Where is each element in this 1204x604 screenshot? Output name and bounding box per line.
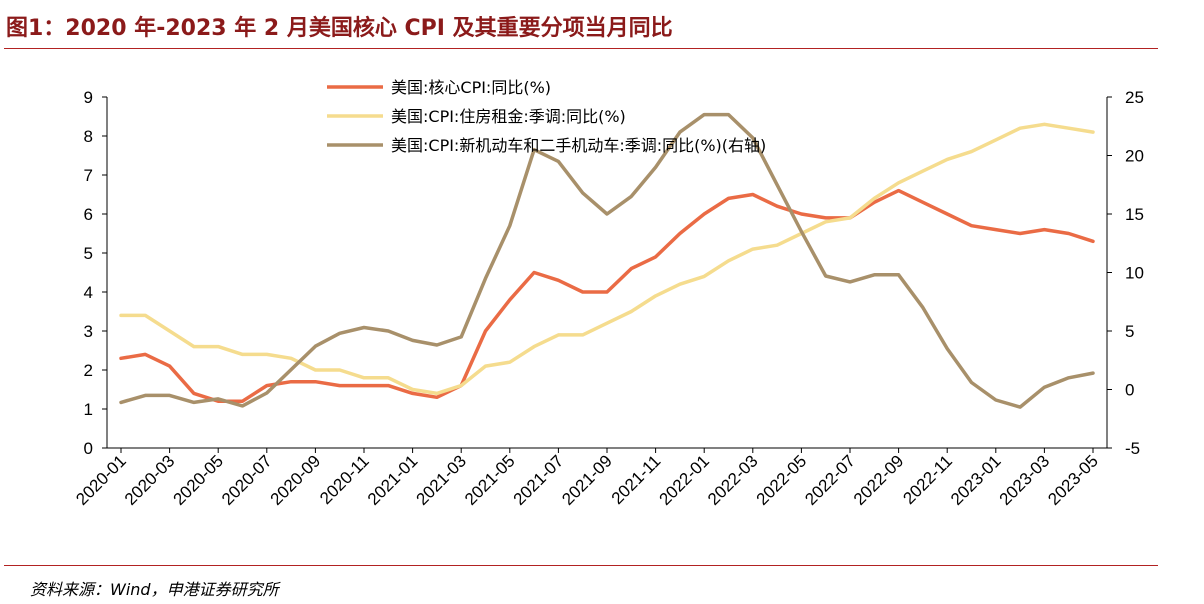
x-tick-label: 2020-09: [267, 451, 325, 509]
x-tick-label: 2021-01: [364, 451, 422, 509]
x-tick-label: 2022-05: [753, 451, 811, 509]
y-left-tick-label: 9: [84, 88, 93, 107]
x-tick-label: 2021-03: [412, 451, 470, 509]
x-tick-label: 2022-07: [801, 451, 859, 509]
series-layer: [119, 112, 1095, 409]
x-tick-label: 2023-05: [1044, 451, 1102, 509]
x-tick-label: 2023-01: [947, 451, 1005, 509]
x-tick-label: 2020-07: [218, 451, 276, 509]
title-divider: [4, 48, 1158, 49]
footer-divider: [4, 565, 1158, 566]
x-tick-label: 2020-11: [316, 451, 373, 508]
y-right-tick-label: 5: [1125, 322, 1134, 341]
x-tick-label: 2022-03: [704, 451, 762, 509]
x-tick-label: 2020-01: [72, 451, 130, 509]
series-line-3: [119, 112, 1095, 409]
y-right-tick-label: 20: [1125, 147, 1144, 166]
y-left-tick-label: 4: [84, 283, 93, 302]
y-left-tick-label: 2: [84, 361, 93, 380]
source-note: 资料来源：Wind，申港证券研究所: [30, 580, 279, 599]
x-tick-label: 2022-09: [850, 451, 908, 509]
x-tick-label: 2022-01: [655, 451, 713, 509]
x-tick-label: 2023-03: [996, 451, 1054, 509]
x-tick-label: 2021-11: [608, 451, 665, 508]
x-tick-label: 2021-07: [510, 451, 568, 509]
y-left-tick-label: 1: [84, 400, 93, 419]
legend: 美国:核心CPI:同比(%) 美国:CPI:住房租金:季调:同比(%) 美国:CPI…: [327, 78, 766, 155]
x-tick-label: 2020-05: [169, 451, 227, 509]
y-right-tick-label: 10: [1125, 264, 1144, 283]
y-left-tick-label: 8: [84, 127, 93, 146]
legend-label-1: 美国:核心CPI:同比(%): [391, 78, 551, 97]
series-line-1: [119, 188, 1095, 403]
y-right-tick-label: -5: [1125, 439, 1140, 458]
y-left-tick-label: 7: [84, 166, 93, 185]
x-tick-label: 2020-03: [121, 451, 179, 509]
y-right-tick-label: 25: [1125, 88, 1144, 107]
y-right-tick-label: 0: [1125, 381, 1134, 400]
y-left-tick-label: 5: [84, 244, 93, 263]
chart-title: 图1：2020 年-2023 年 2 月美国核心 CPI 及其重要分项当月同比: [6, 16, 673, 41]
legend-label-2: 美国:CPI:住房租金:季调:同比(%): [391, 107, 626, 126]
y-right-tick-label: 15: [1125, 205, 1144, 224]
x-tick-label: 2022-11: [899, 451, 956, 508]
x-tick-label: 2021-09: [558, 451, 616, 509]
y-left-tick-label: 3: [84, 322, 93, 341]
legend-label-3: 美国:CPI:新机动车和二手机动车:季调:同比(%)(右轴): [391, 136, 766, 155]
series-line-2: [119, 122, 1095, 396]
y-left-tick-label: 6: [84, 205, 93, 224]
x-tick-label: 2021-05: [461, 451, 519, 509]
y-left-tick-label: 0: [84, 439, 93, 458]
